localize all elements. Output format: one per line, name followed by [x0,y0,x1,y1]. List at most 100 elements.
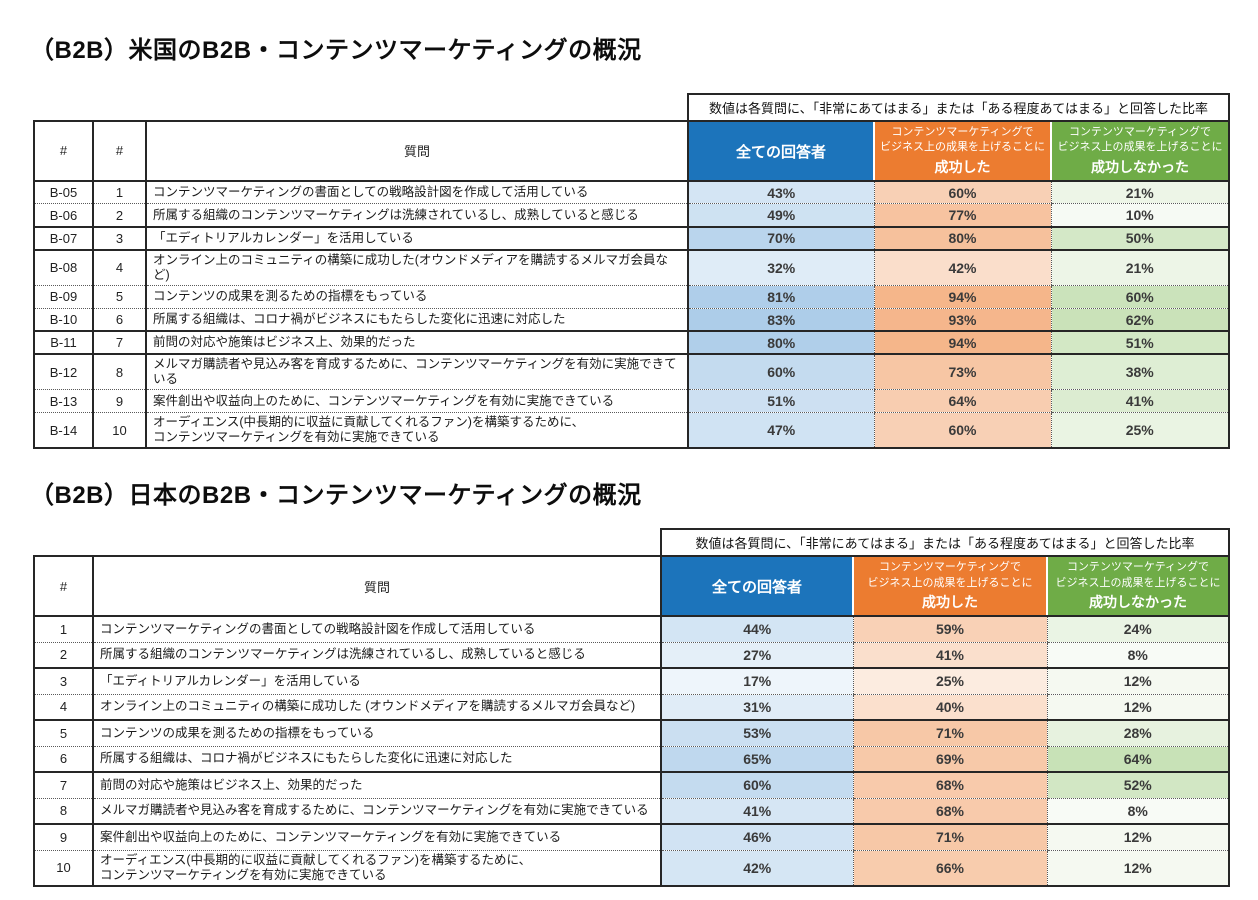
question-cell: メルマガ購読者や見込み客を育成するために、コンテンツマーケティングを有効に実施で… [93,798,662,826]
us-section-title: （B2B）米国のB2B・コンテンツマーケティングの概況 [30,37,642,64]
row-id-cell: 1 [93,180,147,205]
row-id-cell: B-07 [33,226,94,251]
all-respondents-value: 60% [661,772,853,799]
row-id-cell: 10 [33,850,94,887]
question-row: B-13 9 案件創出や収益向上のために、コンテンツマーケティングを有効に実施できて… [33,389,1230,414]
value-header-subline: ビジネス上の成果を上げることに [1055,576,1221,589]
row-id-cell: B-09 [33,285,94,309]
question-cell: オーディエンス(中長期的に収益に貢献してくれるファン)を構築するために、 コンテ… [93,850,662,887]
survey-table: 数値は各質問に、「非常にあてはまる」または「ある程度あてはまる」と回答した比率 #… [33,93,1230,450]
not-succeeded-value: 12% [1046,668,1230,695]
row-id-cell: 4 [93,249,147,286]
question-row: 10 オーディエンス(中長期的に収益に貢献してくれるファン)を構築するために、 コ… [33,850,1230,887]
all-respondents-value: 80% [688,331,874,356]
question-row: 6 所属する組織は、コロナ禍がビジネスにもたらした変化に迅速に対応した 65% 69%… [33,746,1230,774]
succeeded-value: 68% [852,772,1047,799]
question-cell: 「エディトリアルカレンダー」を活用している [93,668,662,695]
percent-definition-note: 数値は各質問に、「非常にあてはまる」または「ある程度あてはまる」と回答した比率 [660,528,1230,558]
not-succeeded-value: 51% [1050,331,1230,356]
succeeded-value: 40% [852,694,1047,722]
id-column-header: # [93,120,147,182]
row-id-cell: 6 [93,308,147,333]
question-cell: 所属する組織のコンテンツマーケティングは洗練されているし、成熟していると感じる [146,203,689,228]
all-respondents-value: 46% [661,824,853,851]
succeeded-value: 71% [852,720,1047,747]
not-succeeded-value: 50% [1050,226,1230,251]
all-respondents-value: 31% [661,694,853,722]
percent-definition-note: 数値は各質問に、「非常にあてはまる」または「ある程度あてはまる」と回答した比率 [687,93,1230,122]
question-cell: コンテンツマーケティングの書面としての戦略設計図を作成して活用している [146,180,689,205]
succeeded-value: 41% [852,642,1047,670]
japan-section-title: （B2B）日本のB2B・コンテンツマーケティングの概況 [30,482,642,510]
not-succeeded-value: 12% [1046,850,1230,887]
all-respondents-value: 53% [661,720,853,747]
question-row: 2 所属する組織のコンテンツマーケティングは洗練されているし、成熟していると感じる… [33,642,1230,670]
not-succeeded-value: 21% [1050,180,1230,205]
succeeded-value: 93% [873,308,1051,333]
value-header-label: 全ての回答者 [711,579,802,597]
japan-survey-table: 数値は各質問に、「非常にあてはまる」または「ある程度あてはまる」と回答した比率 #… [30,528,1230,887]
note-filler [34,529,661,556]
all-respondents-value: 43% [688,180,874,205]
row-id-cell: 3 [33,668,94,695]
value-header-subline: コンテンツマーケティングで [878,561,1022,574]
succeeded-header: コンテンツマーケティングで ビジネス上の成果を上げることに 成功した [873,121,1051,182]
question-cell: コンテンツの成果を測るための指標をもっている [146,285,689,309]
row-id-cell: 8 [33,798,94,826]
row-id-cell: B-13 [33,389,94,414]
not-succeeded-value: 28% [1046,720,1230,747]
succeeded-header: コンテンツマーケティングで ビジネス上の成果を上げることに 成功した [852,556,1047,618]
question-cell: 所属する組織のコンテンツマーケティングは洗練されているし、成熟していると感じる [93,642,662,670]
row-id-cell: B-06 [33,203,94,228]
all-respondents-value: 47% [688,412,874,450]
not-succeeded-header: コンテンツマーケティングで ビジネス上の成果を上げることに 成功しなかった [1046,556,1230,618]
question-row: B-09 5 コンテンツの成果を測るための指標をもっている 81% 94% 60% [33,285,1230,309]
value-header-subline: コンテンツマーケティングで [1068,126,1212,138]
row-id-cell: B-12 [33,354,94,391]
succeeded-value: 71% [852,824,1047,851]
question-cell: オンライン上のコミュニティの構築に成功した (オウンドメディアを購読するメルマガ… [93,694,662,722]
succeeded-value: 64% [873,389,1051,414]
question-cell: 案件創出や収益向上のために、コンテンツマーケティングを有効に実施できている [93,824,662,851]
not-succeeded-header: コンテンツマーケティングで ビジネス上の成果を上げることに 成功しなかった [1050,121,1230,182]
row-id-cell: 6 [33,746,94,774]
row-id-cell: 4 [33,694,94,722]
all-respondents-value: 60% [688,354,874,391]
not-succeeded-value: 64% [1046,746,1230,774]
succeeded-value: 94% [873,285,1051,309]
row-id-cell: 5 [33,720,94,747]
row-id-cell: B-05 [33,180,94,205]
not-succeeded-value: 12% [1046,824,1230,851]
not-succeeded-value: 12% [1046,694,1230,722]
succeeded-value: 59% [852,616,1047,643]
succeeded-value: 77% [873,203,1051,228]
question-row: 9 案件創出や収益向上のために、コンテンツマーケティングを有効に実施できている 46… [33,824,1230,851]
question-row: 3 「エディトリアルカレンダー」を活用している 17% 25% 12% [33,668,1230,695]
row-id-cell: 7 [93,331,147,356]
all-respondents-value: 41% [661,798,853,826]
question-cell: 前問の対応や施策はビジネス上、効果的だった [93,772,662,799]
note-row: 数値は各質問に、「非常にあてはまる」または「ある程度あてはまる」と回答した比率 [34,93,1230,122]
question-row: 7 前問の対応や施策はビジネス上、効果的だった 60% 68% 52% [33,772,1230,799]
row-id-cell: B-08 [33,249,94,286]
row-id-cell: 2 [93,203,147,228]
question-row: B-08 4 オンライン上のコミュニティの構築に成功した(オウンドメディアを購読する… [33,249,1230,286]
question-cell: 所属する組織は、コロナ禍がビジネスにもたらした変化に迅速に対応した [146,308,689,333]
succeeded-value: 94% [873,331,1051,356]
value-header-label: 全ての回答者 [735,143,826,161]
row-id-cell: 7 [33,772,94,799]
id-column-header: # [33,120,94,182]
succeeded-value: 42% [873,249,1051,286]
value-header-label: 成功しなかった [1091,158,1189,175]
question-row: B-14 10 オーディエンス(中長期的に収益に貢献してくれるファン)を構築するため… [33,412,1230,450]
id-column-header: # [33,555,94,618]
succeeded-value: 25% [852,668,1047,695]
value-header-subline: コンテンツマーケティングで [891,126,1034,138]
all-respondents-value: 49% [688,203,874,228]
us-survey-table: 数値は各質問に、「非常にあてはまる」または「ある程度あてはまる」と回答した比率 #… [30,93,1230,450]
question-cell: 前問の対応や施策はビジネス上、効果的だった [146,331,689,356]
question-row: 1 コンテンツマーケティングの書面としての戦略設計図を作成して活用している 44% 5… [33,616,1230,643]
not-succeeded-value: 41% [1050,389,1230,414]
not-succeeded-value: 62% [1050,308,1230,333]
